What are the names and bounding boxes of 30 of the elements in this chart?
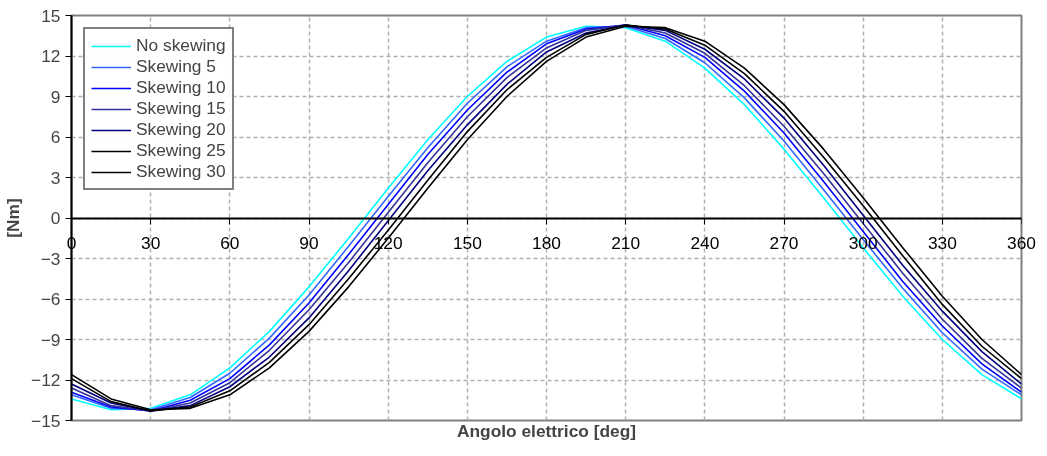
- y-tick-label: −3: [40, 248, 61, 269]
- x-tick-label: 90: [299, 232, 319, 253]
- legend-label: Skewing 10: [136, 77, 226, 98]
- legend-label: No skewing: [136, 35, 226, 56]
- x-tick-label: 330: [927, 232, 957, 253]
- legend-label: Skewing 15: [136, 98, 226, 119]
- x-tick-label: 30: [141, 232, 161, 253]
- x-tick-label: 240: [690, 232, 720, 253]
- y-tick-label: 0: [50, 208, 61, 228]
- x-tick-label: 150: [452, 232, 482, 253]
- y-tick-label: 12: [41, 46, 61, 66]
- y-tick-label: −9: [40, 329, 61, 350]
- y-tick-label: −15: [31, 410, 61, 431]
- legend-label: Skewing 20: [136, 119, 226, 140]
- y-tick-label: 3: [50, 167, 61, 188]
- y-axis-title: [Nm]: [3, 198, 24, 238]
- x-tick-label: 180: [532, 232, 561, 253]
- y-tick-label: 15: [41, 5, 61, 26]
- y-tick-label: 9: [50, 86, 61, 107]
- x-tick-label: 60: [220, 232, 240, 253]
- y-tick-label: 6: [50, 127, 61, 147]
- legend-label: Skewing 5: [136, 56, 216, 77]
- y-tick-label: −12: [31, 370, 61, 390]
- x-tick-label: 360: [1007, 232, 1036, 253]
- y-tick-label: −6: [40, 289, 61, 309]
- x-axis-title: Angolo elettrico [deg]: [456, 420, 637, 441]
- x-tick-label: 210: [611, 232, 641, 253]
- x-tick-label: 270: [769, 232, 799, 253]
- legend-label: Skewing 25: [136, 140, 226, 161]
- legend-label: Skewing 30: [136, 161, 226, 182]
